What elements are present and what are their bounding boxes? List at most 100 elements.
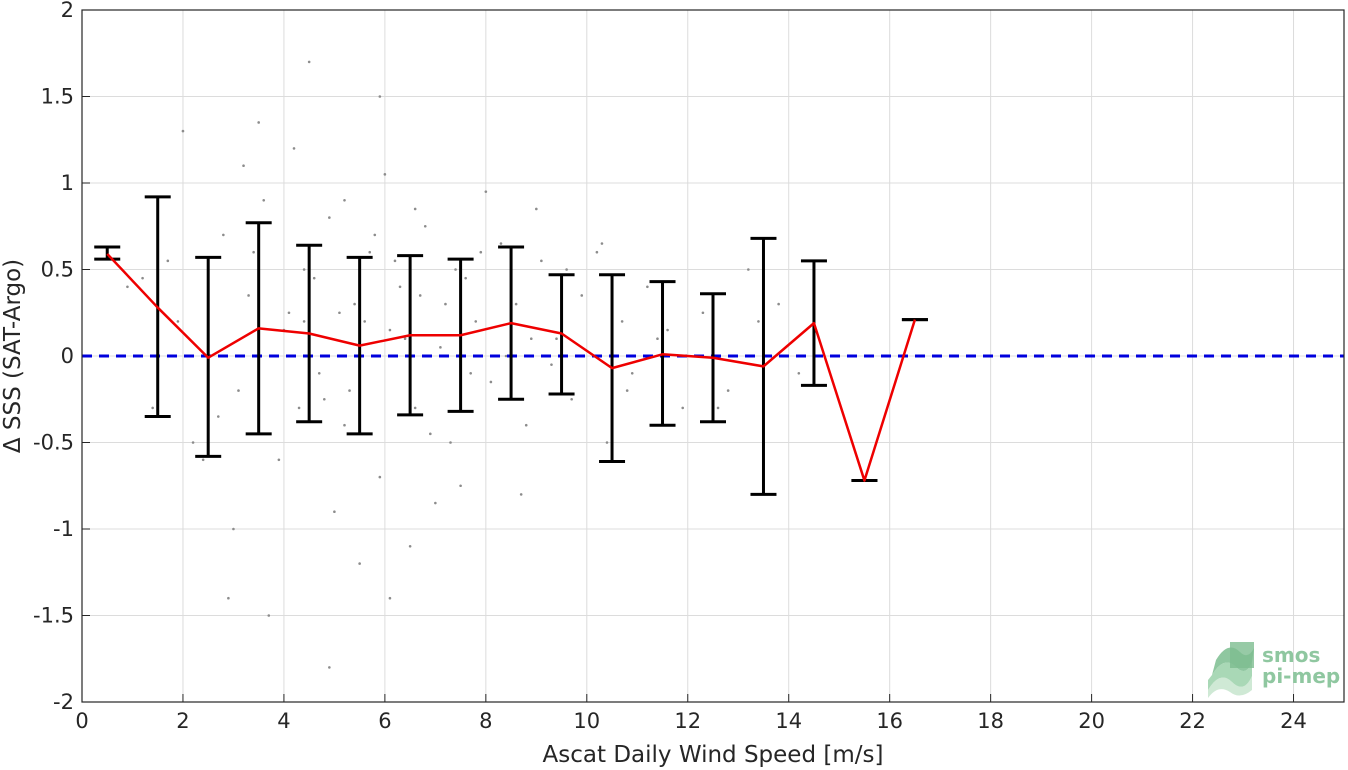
scatter-point	[403, 337, 407, 341]
scatter-point	[302, 268, 306, 271]
x-tick-label: 16	[876, 709, 903, 733]
mean-polyline	[106, 253, 917, 482]
scatter-point	[383, 173, 387, 176]
scatter-point	[166, 259, 170, 263]
scatter-point	[681, 406, 685, 410]
scatter-point	[287, 311, 291, 315]
scatter-point	[262, 199, 266, 202]
scatter-point	[201, 458, 205, 462]
scatter-point	[181, 129, 185, 133]
scatter-point	[378, 95, 382, 98]
logo-text-pimep: pi-mep	[1262, 664, 1340, 688]
scatter-point	[605, 441, 609, 444]
scatter-point	[504, 354, 508, 358]
scatter-point	[747, 268, 750, 271]
x-tick-label: 2	[176, 709, 189, 733]
scatter-point	[489, 380, 493, 384]
scatter-point	[348, 389, 351, 392]
scatter-point	[257, 121, 260, 124]
scatter-point	[580, 294, 584, 297]
scatter-point	[514, 302, 518, 306]
scatter-point	[363, 320, 366, 323]
wave-logo-icon	[1208, 642, 1254, 698]
scatter-point	[429, 432, 432, 436]
scatter-point	[333, 510, 336, 513]
scatter-point	[701, 311, 705, 315]
x-axis-title: Ascat Daily Wind Speed [m/s]	[543, 742, 884, 768]
scatter-points	[126, 60, 801, 669]
scatter-point	[151, 406, 154, 410]
scatter-point	[343, 423, 346, 427]
x-tick-label: 8	[479, 709, 492, 733]
scatter-point	[418, 294, 422, 297]
x-tick-labels: 0 2 4 6 8 10 12 14 16 18 20 22 24	[75, 709, 1307, 733]
scatter-point	[620, 320, 624, 323]
scatter-point	[237, 389, 240, 392]
x-tick-label: 12	[674, 709, 701, 733]
scatter-point	[302, 320, 306, 323]
scatter-point	[600, 242, 604, 245]
scatter-point	[555, 337, 558, 341]
scatter-point	[625, 389, 629, 392]
scatter-point	[373, 233, 377, 237]
scatter-point	[358, 562, 361, 565]
scatter-point	[716, 406, 720, 410]
x-tick-label: 24	[1280, 709, 1307, 733]
x-tick-label: 0	[75, 709, 88, 733]
scatter-point	[646, 285, 649, 289]
x-tick-label: 6	[378, 709, 391, 733]
scatter-point	[423, 224, 427, 228]
scatter-point	[434, 501, 437, 505]
y-axis-title: Δ SSS (SAT-Argo)	[0, 259, 26, 453]
y-tick-label: -0.5	[33, 431, 74, 455]
scatter-point	[368, 250, 372, 254]
scatter-point	[439, 346, 442, 349]
scatter-point	[474, 320, 478, 323]
scatter-point	[191, 441, 195, 444]
mean-line	[106, 253, 917, 482]
x-tick-label: 18	[977, 709, 1004, 733]
x-tick-label: 22	[1179, 709, 1206, 733]
scatter-point	[141, 276, 144, 280]
y-tick-label: -1.5	[33, 604, 74, 628]
scatter-point	[464, 276, 467, 280]
scatter-point	[524, 423, 528, 427]
plot-frame	[81, 9, 1345, 703]
scatter-point	[459, 484, 462, 488]
scatter-point	[550, 363, 553, 366]
scatter-point	[565, 268, 568, 271]
scatter-point	[216, 415, 220, 418]
scatter-point	[297, 406, 301, 410]
scatter-point	[398, 285, 402, 289]
scatter-point	[242, 164, 245, 167]
scatter-point	[388, 596, 392, 600]
scatter-point	[317, 372, 321, 375]
smos-pimep-logo: smos pi-mep	[1208, 642, 1340, 698]
x-tick-label: 4	[277, 709, 290, 733]
y-tick-label: 0	[61, 344, 74, 368]
y-tick-label: 1.5	[41, 85, 74, 109]
scatter-point	[479, 250, 483, 254]
scatter-point	[323, 397, 326, 401]
scatter-point	[595, 250, 599, 254]
scatter-point	[535, 207, 538, 211]
scatter-point	[343, 199, 346, 202]
x-tick-label: 20	[1078, 709, 1105, 733]
scatter-point	[630, 372, 634, 375]
scatter-point	[757, 320, 760, 323]
scatter-point	[232, 527, 235, 531]
scatter-point	[777, 302, 780, 306]
y-tick-label: 1	[61, 171, 74, 195]
y-tick-label: -2	[53, 690, 74, 714]
scatter-point	[292, 147, 296, 150]
scatter-point	[469, 372, 472, 375]
scatter-point	[338, 311, 341, 315]
scatter-point	[307, 60, 311, 64]
scatter-point	[484, 190, 488, 193]
scatter-point	[393, 259, 397, 263]
scatter-point	[413, 406, 417, 410]
scatter-point	[519, 493, 523, 496]
scatter-point	[540, 259, 543, 263]
x-tick-label: 14	[775, 709, 802, 733]
